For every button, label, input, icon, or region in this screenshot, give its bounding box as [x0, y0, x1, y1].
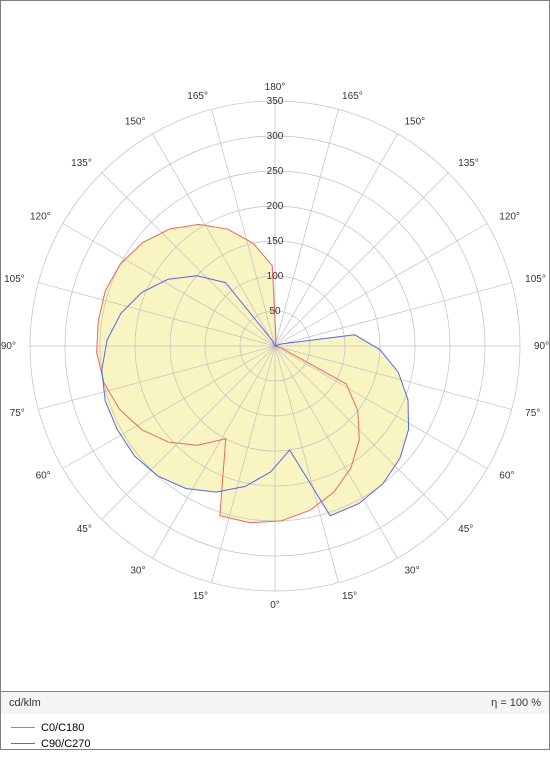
svg-text:150: 150 — [267, 236, 284, 247]
legend-item-c0: C0/C180 — [11, 720, 539, 736]
svg-text:200: 200 — [267, 201, 284, 212]
svg-text:300: 300 — [267, 131, 284, 142]
chart-area: 50 100 150 200 250 300 350 0° 15° 15° 30° 30° 45° 45°… — [1, 1, 549, 691]
svg-text:120°: 120° — [30, 212, 51, 223]
svg-text:105°: 105° — [525, 274, 546, 285]
footer-bar: cd/klm η = 100 % — [1, 691, 549, 714]
svg-text:250: 250 — [267, 166, 284, 177]
polar-chart-svg: 50 100 150 200 250 300 350 0° 15° 15° 30° 30° 45° 45°… — [1, 1, 549, 691]
legend: C0/C180 C90/C270 — [1, 714, 549, 758]
svg-text:60°: 60° — [36, 471, 51, 482]
svg-text:0°: 0° — [270, 600, 280, 611]
svg-text:15°: 15° — [193, 591, 208, 602]
svg-text:50: 50 — [269, 306, 281, 317]
svg-text:90°: 90° — [534, 341, 549, 352]
svg-text:100: 100 — [267, 271, 284, 282]
unit-label: cd/klm — [9, 697, 41, 709]
svg-text:180°: 180° — [265, 82, 286, 93]
svg-text:60°: 60° — [499, 471, 514, 482]
polar-chart-container: 50 100 150 200 250 300 350 0° 15° 15° 30° 30° 45° 45°… — [0, 0, 550, 750]
svg-text:45°: 45° — [77, 524, 92, 535]
svg-text:120°: 120° — [499, 212, 520, 223]
svg-text:15°: 15° — [342, 591, 357, 602]
svg-text:135°: 135° — [71, 158, 92, 169]
svg-text:135°: 135° — [458, 158, 479, 169]
legend-label-c0: C0/C180 — [41, 722, 84, 734]
svg-text:75°: 75° — [525, 408, 540, 419]
legend-label-c90: C90/C270 — [41, 738, 91, 750]
svg-text:165°: 165° — [342, 91, 363, 102]
svg-text:30°: 30° — [130, 565, 145, 576]
legend-swatch-c0 — [11, 727, 35, 729]
svg-text:45°: 45° — [458, 524, 473, 535]
efficiency-label: η = 100 % — [491, 697, 541, 709]
svg-text:150°: 150° — [405, 117, 426, 128]
svg-text:165°: 165° — [187, 91, 208, 102]
svg-text:75°: 75° — [10, 408, 25, 419]
svg-text:30°: 30° — [405, 565, 420, 576]
svg-text:105°: 105° — [4, 274, 25, 285]
legend-swatch-c90 — [11, 743, 35, 745]
svg-text:350: 350 — [267, 96, 284, 107]
svg-text:90°: 90° — [1, 341, 16, 352]
svg-text:150°: 150° — [125, 117, 146, 128]
